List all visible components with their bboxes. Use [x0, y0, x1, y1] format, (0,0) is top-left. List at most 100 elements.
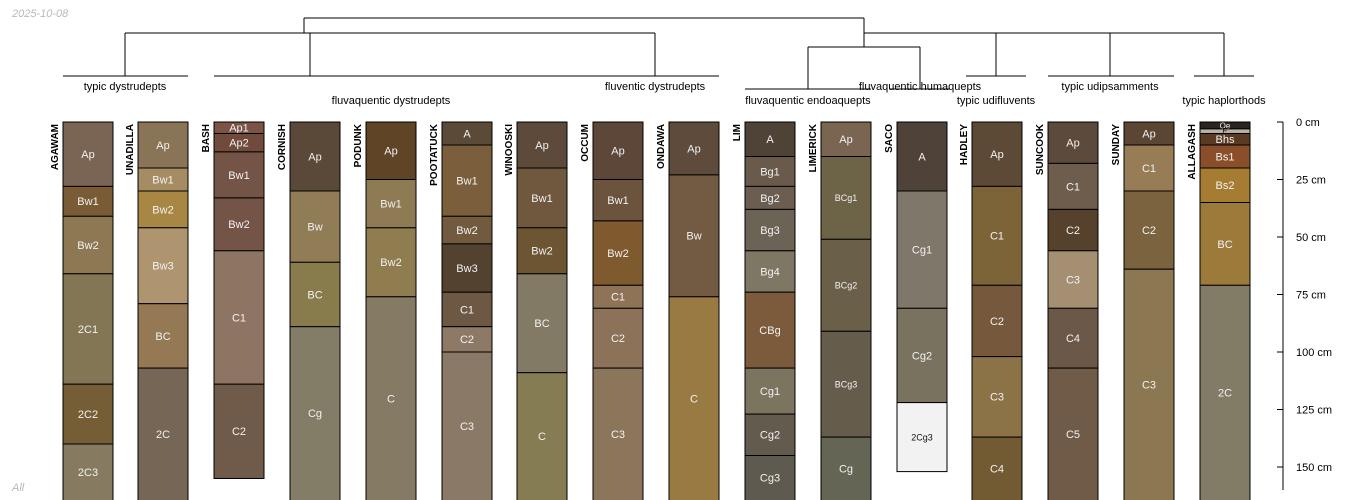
- horizon-ap: [668, 121, 720, 176]
- horizon-label: Bw2: [228, 219, 249, 231]
- horizon-2c: [137, 367, 189, 500]
- horizon-label: Bw1: [77, 196, 98, 208]
- horizon-c2: [213, 383, 265, 480]
- horizon-label: BCg1: [835, 193, 858, 203]
- horizon-bc: [1199, 202, 1251, 286]
- horizon-ap: [137, 121, 189, 169]
- horizon-c1: [213, 250, 265, 385]
- horizon-bw: [289, 190, 341, 263]
- horizon-c2: [1123, 190, 1175, 270]
- depth-tick-label: 0 cm: [1296, 117, 1320, 129]
- horizon-label: C3: [990, 392, 1004, 404]
- profile-name: SACO: [884, 124, 895, 153]
- horizon-bg1: [744, 156, 796, 187]
- horizon-label: Ap: [384, 146, 397, 158]
- horizon-label: Bg3: [760, 225, 780, 237]
- horizon-label: C: [538, 431, 546, 443]
- horizon-label: 2C: [1218, 388, 1232, 400]
- horizon-2c3: [62, 443, 114, 500]
- taxon-label: typic dystrudepts: [84, 81, 167, 93]
- horizon-ap: [592, 121, 644, 180]
- depth-tick-label: 75 cm: [1296, 290, 1326, 302]
- horizon-2c1: [62, 273, 114, 385]
- horizon-label: BC: [155, 331, 170, 343]
- horizon-label: C2: [611, 333, 625, 345]
- horizon-label: C2: [990, 316, 1004, 328]
- profile-name: POOTATUCK: [429, 123, 440, 186]
- horizon-label: Bw: [307, 222, 322, 234]
- horizon-label: Cg: [839, 463, 853, 475]
- taxon-label: fluvaquentic dystrudepts: [332, 95, 451, 107]
- horizon-cg: [820, 436, 872, 500]
- horizon-label: Bw1: [531, 193, 552, 205]
- horizon-bc: [516, 273, 568, 374]
- horizon-bw1: [365, 179, 417, 229]
- profile-name: ONDAWA: [656, 124, 667, 169]
- horizon-label: C1: [990, 231, 1004, 243]
- horizon-bw1: [441, 144, 493, 217]
- horizon-c5: [1047, 367, 1099, 500]
- horizon-label: C2: [1142, 225, 1156, 237]
- horizon-label: Ap: [1142, 128, 1155, 140]
- horizon-c: [668, 296, 720, 500]
- horizon-bc: [137, 303, 189, 369]
- horizon-label: Ap: [990, 149, 1003, 161]
- horizon-c4: [971, 436, 1023, 500]
- profile-name: CORNISH: [277, 124, 288, 170]
- horizon-bw2: [516, 227, 568, 275]
- horizon-cg2: [744, 413, 796, 457]
- horizon-2cg3: [896, 402, 948, 473]
- horizon-c3: [1123, 268, 1175, 500]
- horizon-label: Cg: [308, 408, 322, 420]
- profile-name: ALLAGASH: [1187, 124, 1198, 180]
- horizon-label: Bw3: [456, 263, 477, 275]
- horizon-cg: [289, 326, 341, 500]
- horizon-label: Ap: [687, 143, 700, 155]
- horizon-label: C1: [460, 304, 474, 316]
- horizon-label: Bw3: [152, 261, 173, 273]
- horizon-c4: [1047, 307, 1099, 369]
- horizon-c1: [1123, 144, 1175, 192]
- horizon-label: Bhs: [1216, 134, 1235, 146]
- taxon-label: fluvaquentic humaquepts: [859, 81, 982, 93]
- horizon-label: Bw2: [152, 204, 173, 216]
- horizon-label: E: [1222, 127, 1227, 136]
- depth-tick-label: 125 cm: [1296, 405, 1332, 417]
- horizon-label: Bw2: [456, 225, 477, 237]
- horizon-bw2: [62, 215, 114, 275]
- horizon-c2: [971, 284, 1023, 358]
- horizon-2c2: [62, 383, 114, 445]
- horizon-label: C1: [611, 292, 625, 304]
- horizon-label: C3: [611, 429, 625, 441]
- date-stamp: 2025-10-08: [12, 8, 69, 20]
- taxon-label: fluventic dystrudepts: [605, 81, 706, 93]
- horizon-bs2: [1199, 167, 1251, 203]
- horizon-cg1: [896, 190, 948, 309]
- horizon-label: Ap2: [229, 138, 249, 150]
- horizon-label: Ap: [308, 151, 321, 163]
- horizon-bg3: [744, 208, 796, 252]
- horizon-label: Ap: [81, 149, 94, 161]
- horizon-c1: [1047, 162, 1099, 210]
- horizon-bw: [668, 174, 720, 298]
- horizon-label: 2Cg3: [911, 432, 933, 442]
- horizon-label: Bw2: [77, 240, 98, 252]
- profile-name: AGAWAM: [50, 124, 61, 170]
- horizon-bc: [289, 261, 341, 328]
- profile-name: UNADILLA: [125, 124, 136, 175]
- horizon-label: C1: [1066, 181, 1080, 193]
- horizon-label: Cg1: [912, 245, 932, 257]
- horizon-label: Bg1: [760, 166, 780, 178]
- horizon-bw3: [137, 227, 189, 305]
- horizon-label: C: [690, 393, 698, 405]
- horizon-label: 2C1: [78, 324, 98, 336]
- horizon-label: Ap: [611, 146, 624, 158]
- depth-tick-label: 50 cm: [1296, 232, 1326, 244]
- profile-name: HADLEY: [959, 124, 970, 165]
- horizon-ap: [820, 121, 872, 157]
- profile-name: LIMERICK: [808, 123, 819, 172]
- horizon-bw2: [592, 220, 644, 286]
- horizon-label: BC: [1217, 239, 1232, 251]
- horizon-bw1: [592, 179, 644, 222]
- horizon-label: C2: [460, 334, 474, 346]
